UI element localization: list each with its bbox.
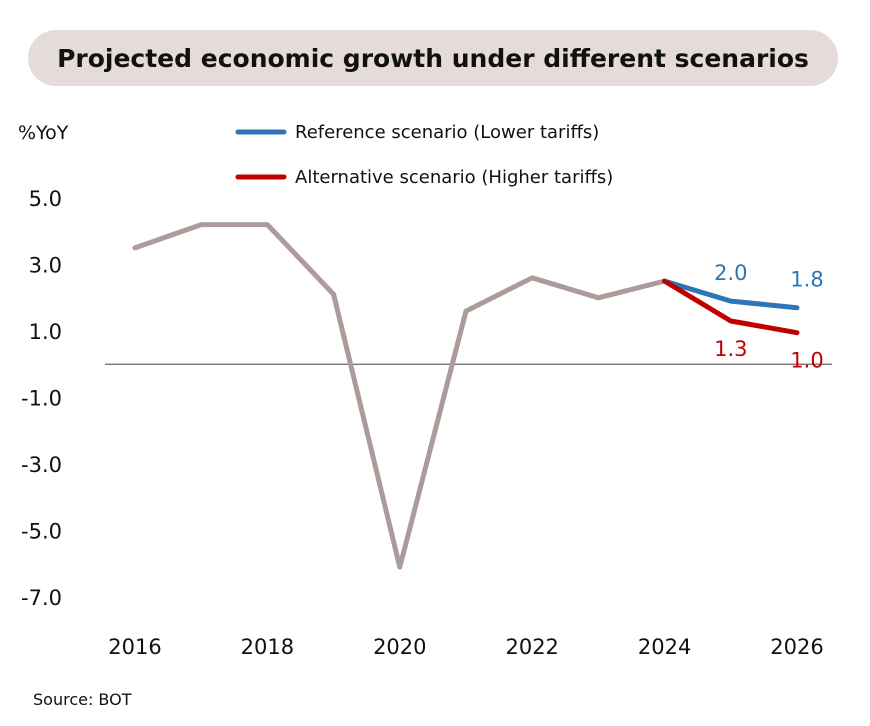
y-axis-ticks: 5.0 3.0 1.0 -1.0 -3.0 -5.0 -7.0 — [21, 187, 62, 610]
data-label: 1.0 — [790, 349, 823, 373]
historical-series-line — [132, 222, 668, 570]
y-tick-label: -7.0 — [21, 586, 62, 610]
x-tick-label: 2016 — [108, 635, 161, 659]
y-tick-label: 5.0 — [29, 187, 62, 211]
source-note: Source: BOT — [33, 690, 132, 709]
legend-label: Reference scenario (Lower tariffs) — [295, 122, 599, 143]
y-tick-label: -1.0 — [21, 387, 62, 411]
data-label: 1.8 — [790, 268, 823, 292]
series-lines — [132, 222, 800, 570]
legend-label: Alternative scenario (Higher tariffs) — [295, 167, 613, 188]
y-axis-label: %YoY — [18, 122, 69, 144]
y-tick-label: -3.0 — [21, 453, 62, 477]
x-tick-label: 2024 — [638, 635, 691, 659]
x-tick-label: 2022 — [505, 635, 558, 659]
y-tick-label: -5.0 — [21, 520, 62, 544]
x-tick-label: 2018 — [241, 635, 294, 659]
x-tick-label: 2026 — [770, 635, 823, 659]
chart-title-banner: Projected economic growth under differen… — [28, 30, 838, 86]
x-axis-ticks: 2016 2018 2020 2022 2024 2026 — [108, 635, 823, 659]
chart-title: Projected economic growth under differen… — [57, 43, 809, 73]
y-tick-label: 3.0 — [29, 254, 62, 278]
y-tick-label: 1.0 — [29, 320, 62, 344]
legend: Reference scenario (Lower tariffs) Altern… — [235, 122, 613, 188]
x-tick-label: 2020 — [373, 635, 426, 659]
data-label: 1.3 — [714, 337, 747, 361]
series-line-2 — [662, 278, 800, 336]
data-labels: 2.0 1.8 1.3 1.0 — [714, 261, 824, 373]
data-label: 2.0 — [714, 261, 747, 285]
series-line-1 — [662, 278, 800, 311]
